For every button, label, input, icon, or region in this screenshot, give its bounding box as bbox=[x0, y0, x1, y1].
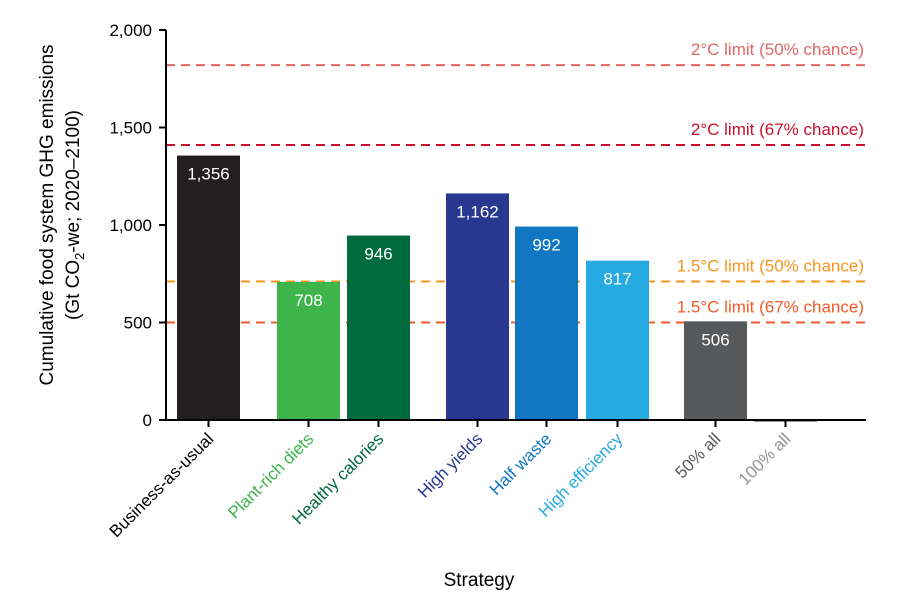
bar-value-label-6: 506 bbox=[701, 330, 729, 349]
bar-4 bbox=[515, 226, 578, 420]
bar-value-label-1: 708 bbox=[294, 291, 322, 310]
reference-line-label-1: 2°C limit (67% chance) bbox=[691, 120, 864, 139]
category-label-6: 50% all bbox=[671, 429, 724, 482]
y-axis-title-line2: (Gt CO2-we; 2020–2100) bbox=[63, 110, 87, 320]
bar-0 bbox=[177, 155, 240, 420]
reference-line-label-3: 1.5°C limit (67% chance) bbox=[677, 298, 864, 317]
bar-value-label-2: 946 bbox=[364, 245, 392, 264]
bar-value-label-4: 992 bbox=[532, 236, 560, 255]
y-axis-title-line1: Cumulative food system GHG emissions bbox=[37, 44, 58, 385]
bar-3 bbox=[446, 193, 509, 420]
axes: 0 500 1,000 1,500 2,000 bbox=[109, 21, 866, 430]
bar-2 bbox=[347, 235, 410, 420]
category-label-3: High yields bbox=[414, 429, 486, 501]
category-labels: Business-as-usual Plant-rich dietsHealthy… bbox=[106, 429, 795, 541]
category-label-4: Half waste bbox=[486, 429, 556, 499]
x-axis-title: Strategy bbox=[444, 570, 515, 591]
y-tick-label-3: 1,500 bbox=[109, 119, 152, 138]
bars: 1,356 708 946 1,162 992 817 506 −7 bbox=[177, 155, 817, 445]
reference-line-label-2: 1.5°C limit (50% chance) bbox=[677, 257, 864, 276]
y-axis-title: Cumulative food system GHG emissions (Gt… bbox=[37, 44, 87, 385]
y-tick-label-0: 0 bbox=[143, 411, 152, 430]
bar-value-label-7: −7 bbox=[776, 426, 795, 445]
y-tick-label-1: 500 bbox=[124, 314, 152, 333]
bar-value-label-3: 1,162 bbox=[456, 202, 499, 221]
bar-5 bbox=[586, 260, 649, 420]
category-label-7: 100% all bbox=[735, 429, 795, 489]
category-label-0: Business-as-usual bbox=[106, 429, 218, 541]
bar-1 bbox=[277, 281, 340, 420]
reference-line-label-0: 2°C limit (50% chance) bbox=[691, 40, 864, 59]
bar-6 bbox=[684, 321, 747, 420]
bar-value-label-0: 1,356 bbox=[187, 165, 230, 184]
y-tick-label-2: 1,000 bbox=[109, 216, 152, 235]
bar-value-label-5: 817 bbox=[603, 270, 631, 289]
y-tick-label-4: 2,000 bbox=[109, 21, 152, 40]
